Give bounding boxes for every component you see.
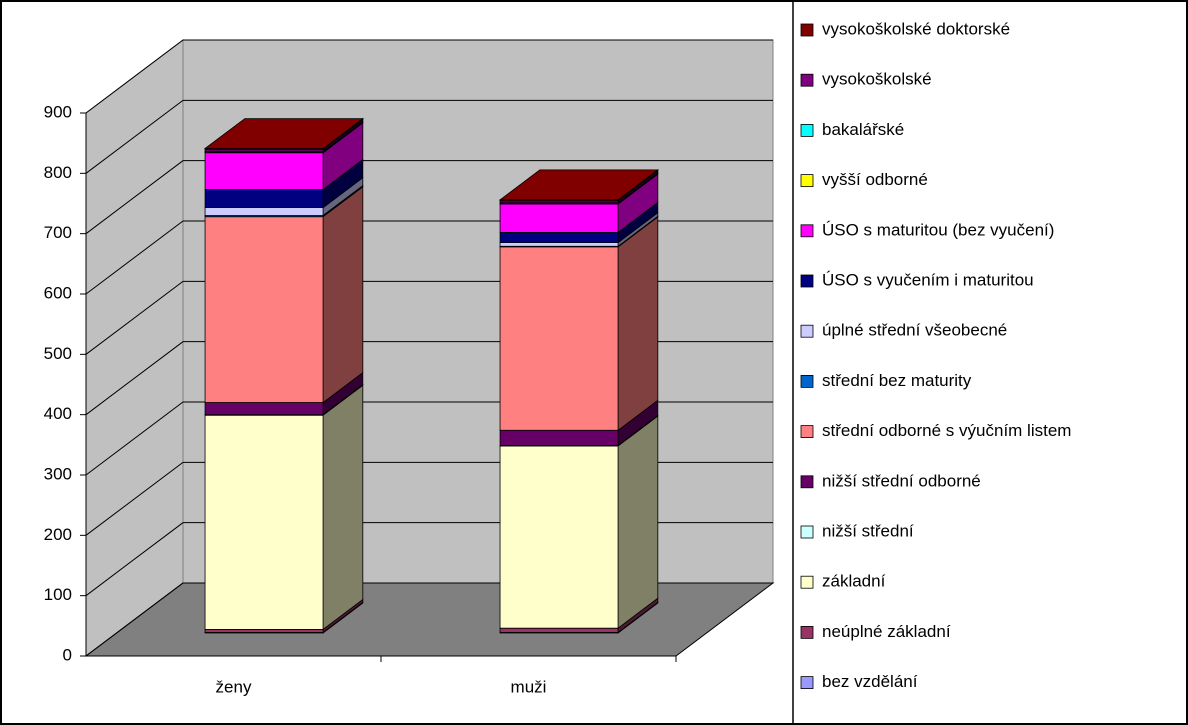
legend-swatch: [800, 374, 814, 388]
bar-side: [617, 415, 659, 629]
legend-label: neúplné základní: [822, 622, 951, 641]
legend-swatch: [800, 575, 814, 589]
bar: [499, 246, 619, 431]
bar-side: [617, 216, 659, 432]
side-wall: [85, 38, 184, 658]
bar: [204, 414, 324, 630]
bar-side: [322, 384, 364, 631]
bar: [499, 429, 619, 446]
legend-label: střední odborné s výučním listem: [822, 421, 1071, 440]
legend-swatch: [800, 475, 814, 489]
legend-label: ÚSO s maturitou (bez vyučení): [822, 220, 1054, 239]
y-tick-label: 200: [44, 525, 72, 544]
y-tick-label: 400: [44, 404, 72, 423]
legend-swatch: [800, 626, 814, 639]
y-tick-label: 500: [44, 344, 72, 363]
legend-label: vyšší odborné: [822, 170, 928, 189]
legend-swatch: [800, 124, 814, 137]
legend-label: vysokoškolské: [822, 70, 932, 89]
bar-top: [203, 118, 365, 149]
y-tick-label: 0: [63, 645, 72, 664]
bar: [204, 189, 324, 209]
legend-swatch: [800, 525, 814, 539]
y-tick-label: 300: [44, 464, 72, 483]
bar: [204, 207, 324, 216]
bar: [204, 216, 324, 403]
y-tick-label: 800: [44, 163, 72, 182]
legend-label: nižší střední: [822, 521, 914, 540]
bar: [204, 402, 324, 415]
legend-label: základní: [822, 572, 886, 591]
legend-swatch: [800, 425, 814, 439]
y-tick-label: 900: [44, 102, 72, 121]
legend-label: úplné střední všeobecné: [822, 321, 1007, 340]
legend-swatch: [800, 224, 814, 238]
floor: [84, 582, 775, 657]
bar-side: [322, 185, 364, 404]
x-tick-label: ženy: [216, 677, 252, 696]
bar-top: [498, 169, 660, 201]
y-tick-label: 700: [44, 223, 72, 242]
bar: [204, 152, 324, 190]
bar: [499, 627, 619, 633]
legend-label: vysokoškolské doktorské: [822, 19, 1010, 38]
legend-label: střední bez maturity: [822, 371, 972, 390]
legend-swatch: [800, 23, 814, 37]
bar: [499, 231, 619, 244]
y-tick-label: 100: [44, 585, 72, 604]
y-tick-label: 600: [44, 283, 72, 302]
legend-swatch: [800, 274, 814, 288]
bar: [499, 242, 619, 247]
legend-label: bakalářské: [822, 120, 904, 139]
legend-swatch: [800, 676, 814, 689]
bar: [499, 445, 619, 629]
grid-line: [85, 160, 773, 235]
legend-swatch: [800, 324, 814, 338]
x-tick-label: muži: [511, 677, 547, 696]
legend-label: bez vzdělání: [822, 672, 918, 691]
bar: [204, 628, 324, 633]
bar: [499, 203, 619, 233]
legend-swatch: [800, 174, 814, 188]
legend-label: ÚSO s vyučením i maturitou: [822, 270, 1034, 289]
grid-line: [85, 39, 773, 114]
legend-label: nižší střední odborné: [822, 471, 981, 490]
grid-line: [85, 99, 773, 174]
legend-swatch: [800, 73, 814, 87]
